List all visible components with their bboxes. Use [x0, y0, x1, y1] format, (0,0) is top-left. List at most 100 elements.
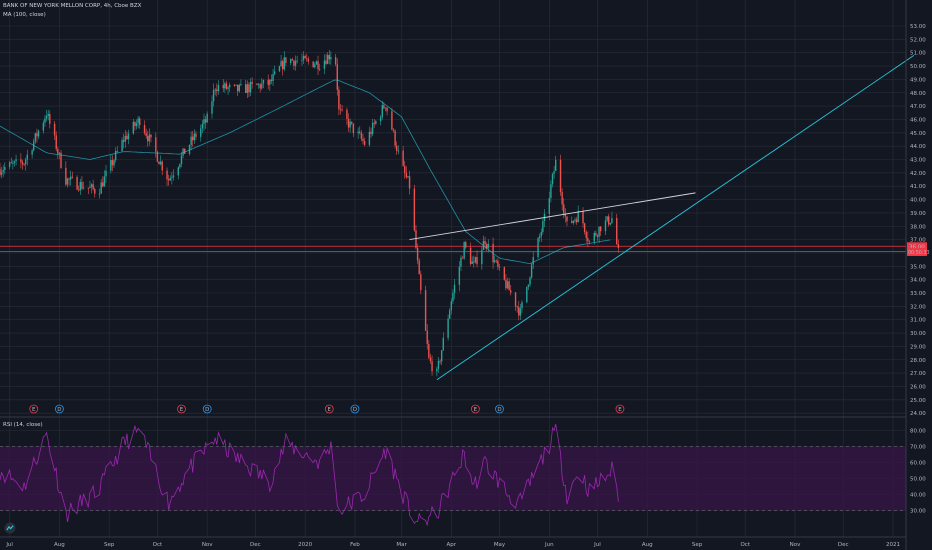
candle — [272, 68, 274, 86]
candle — [347, 113, 350, 132]
time-tick-label: Dec — [838, 542, 849, 548]
price-tick-label: 47.00 — [910, 104, 926, 110]
ma-legend[interactable]: MA (100, close) — [3, 12, 46, 18]
price-tick-label: 45.00 — [910, 131, 926, 137]
candle — [262, 79, 265, 89]
candle — [156, 150, 159, 163]
candle — [49, 110, 51, 129]
candle — [135, 119, 138, 130]
price-tick-label: 32.00 — [910, 304, 926, 310]
candle — [453, 278, 456, 300]
tradingview-logo-icon[interactable] — [4, 522, 16, 534]
time-tick-label: Nov — [202, 542, 213, 548]
dividend-marker[interactable]: D — [350, 404, 360, 414]
price-tick-label: 41.00 — [910, 184, 926, 190]
candle — [204, 116, 207, 129]
rsi-legend[interactable]: RSI (14, close) — [3, 422, 43, 428]
candle — [251, 77, 253, 89]
candle — [338, 86, 340, 116]
candle — [261, 78, 263, 90]
candle — [450, 298, 453, 315]
price-tick-label: 24.00 — [910, 411, 926, 417]
candle — [503, 266, 506, 281]
trendline-lower[interactable] — [436, 54, 915, 381]
candle — [553, 165, 555, 179]
time-tick-label: 2021 — [886, 542, 900, 548]
svg-text:D: D — [205, 407, 209, 413]
time-axis[interactable]: Jul Aug Sep Oct Nov Dec 2020 Feb Mar Apr May Jun Jul… — [5, 542, 900, 548]
candle — [413, 184, 416, 232]
current-price-badge: 36.00 — [907, 242, 927, 251]
dividend-marker[interactable]: D — [202, 404, 212, 414]
rsi-tick-label: 50.00 — [910, 477, 926, 483]
candle — [368, 126, 371, 147]
candle — [296, 55, 298, 64]
price-tick-label: 35.00 — [910, 264, 926, 270]
candle — [452, 289, 454, 305]
candle — [352, 123, 355, 137]
candle — [307, 56, 310, 65]
candle — [326, 52, 329, 65]
candle — [416, 243, 419, 265]
candle — [150, 134, 152, 143]
candle — [555, 155, 557, 172]
candle — [318, 63, 321, 72]
earnings-marker[interactable]: E — [177, 404, 186, 414]
earnings-marker[interactable]: E — [615, 404, 625, 414]
candle — [469, 242, 472, 266]
svg-text:E: E — [328, 407, 332, 413]
candle — [538, 233, 541, 243]
candle — [346, 107, 348, 125]
candle — [357, 127, 359, 139]
earnings-marker[interactable]: E — [324, 404, 334, 414]
price-tick-label: 31.00 — [910, 318, 926, 324]
candle — [224, 81, 226, 93]
price-tick-label: 38.00 — [910, 224, 926, 230]
price-tick-label: 40.00 — [910, 198, 926, 204]
candle — [82, 181, 85, 190]
candle — [359, 126, 361, 135]
candle — [405, 166, 408, 180]
candle — [572, 220, 575, 225]
candle — [440, 350, 443, 366]
price-axis[interactable]: 53.00 52.00 51.00 50.00 49.00 48.00 47.00 46.00… — [910, 24, 926, 417]
candle — [227, 85, 229, 95]
price-tick-label: 29.00 — [910, 344, 926, 350]
candle — [506, 277, 509, 290]
candle — [516, 305, 518, 313]
svg-text:36.00: 36.00 — [909, 244, 925, 250]
price-lines — [0, 245, 906, 252]
candle — [256, 83, 258, 86]
candle — [122, 133, 125, 149]
candle — [575, 216, 578, 225]
candle — [105, 164, 107, 183]
dividend-marker[interactable]: D — [495, 404, 504, 414]
rsi-axis[interactable]: 80.00 70.00 60.00 50.00 40.00 30.00 — [910, 429, 926, 515]
candle — [195, 130, 197, 141]
candle — [36, 128, 38, 143]
candle — [217, 80, 220, 95]
time-tick-label: Feb — [350, 542, 360, 548]
trendline-upper[interactable] — [409, 192, 696, 241]
price-tick-label: 27.00 — [910, 371, 926, 377]
rsi-tick-label: 60.00 — [910, 461, 926, 467]
candle — [285, 57, 287, 67]
price-tick-label: 50.00 — [910, 64, 926, 70]
earnings-marker[interactable]: E — [471, 404, 480, 414]
price-tick-label: 34.00 — [910, 278, 926, 284]
candle — [87, 187, 90, 195]
candle — [132, 118, 135, 135]
dividend-marker[interactable]: D — [55, 404, 64, 414]
price-tick-label: 53.00 — [910, 24, 926, 30]
candle — [330, 51, 332, 65]
candle — [235, 84, 237, 86]
candle — [386, 106, 388, 116]
candle — [0, 167, 3, 179]
candle — [280, 54, 282, 67]
earnings-marker[interactable]: E — [29, 404, 39, 414]
candle — [31, 148, 33, 159]
candle — [304, 54, 306, 59]
candle — [351, 121, 353, 126]
